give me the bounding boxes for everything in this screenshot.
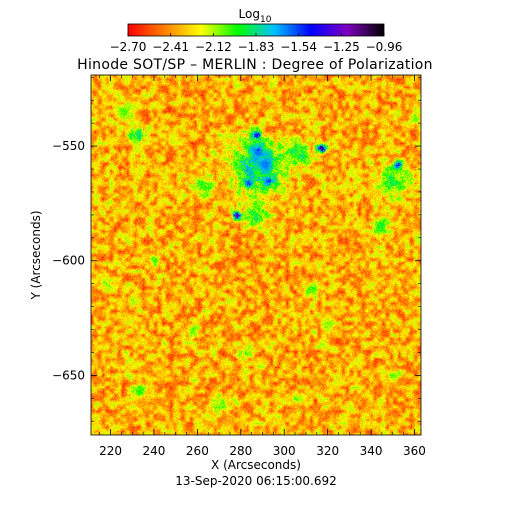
x-tick-label: 360 bbox=[403, 444, 426, 458]
x-tick-label: 220 bbox=[99, 444, 122, 458]
y-axis: −550 −600 −650 bbox=[52, 76, 421, 422]
chart-title: Hinode SOT/SP – MERLIN : Degree of Polar… bbox=[77, 57, 433, 73]
colorbar-tick-label: −0.96 bbox=[366, 40, 403, 54]
y-tick-label: −650 bbox=[52, 368, 85, 382]
colorbar-tick-label: −2.41 bbox=[152, 40, 189, 54]
colorbar-tick-label: −2.12 bbox=[195, 40, 232, 54]
colorbar-label-subscript: 10 bbox=[260, 15, 272, 25]
colorbar-tick-label: −1.54 bbox=[280, 40, 317, 54]
y-axis-label: Y (Arcseconds) bbox=[29, 210, 43, 300]
colorbar-ticks: −2.70 −2.41 −2.12 −1.83 −1.54 −1.25 −0.96 bbox=[110, 33, 403, 54]
colorbar-tick-label: −1.83 bbox=[238, 40, 275, 54]
heatmap-image bbox=[91, 75, 421, 435]
x-tick-label: 240 bbox=[143, 444, 166, 458]
x-tick-label: 340 bbox=[360, 444, 383, 458]
polarization-map bbox=[91, 75, 421, 435]
timestamp: 13-Sep-2020 06:15:00.692 bbox=[175, 474, 337, 488]
x-tick-label: 280 bbox=[229, 444, 252, 458]
y-tick-label: −550 bbox=[52, 139, 85, 153]
y-tick-label: −600 bbox=[52, 254, 85, 268]
colorbar-tick-label: −1.25 bbox=[323, 40, 360, 54]
x-tick-label: 320 bbox=[316, 444, 339, 458]
x-axis-label: X (Arcseconds) bbox=[211, 458, 301, 472]
colorbar-label: Log10 bbox=[239, 7, 272, 25]
colorbar-tick-label: −2.70 bbox=[110, 40, 147, 54]
x-tick-label: 260 bbox=[186, 444, 209, 458]
x-axis: 220 240 260 280 300 320 340 360 bbox=[99, 75, 426, 458]
plot-frame bbox=[90, 74, 422, 436]
x-tick-label: 300 bbox=[273, 444, 296, 458]
